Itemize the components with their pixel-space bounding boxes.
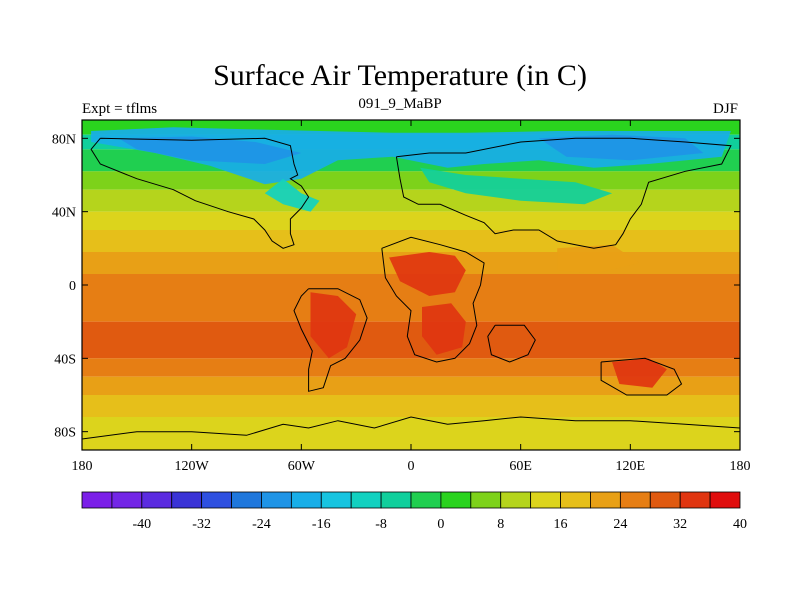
colorbar-swatch (709, 491, 741, 509)
region-north-america-cool (264, 178, 320, 212)
colorbar-swatch (440, 491, 472, 509)
x-tick-label: 180 (730, 459, 751, 474)
region-africa-hot-north (389, 252, 466, 296)
subtitle: 091_9_MaBP (358, 96, 442, 112)
colorbar-swatch (500, 491, 532, 509)
season-label: DJF (712, 101, 738, 117)
x-tick-label: 60W (288, 459, 316, 474)
x-tick-label: 60E (509, 459, 532, 474)
y-tick-label: 0 (69, 279, 76, 294)
colorbar-label: -16 (312, 517, 331, 532)
temperature-band (82, 171, 740, 190)
colorbar-swatch (619, 491, 651, 509)
north-america-coast (90, 137, 310, 249)
colorbar-swatch (470, 491, 502, 509)
colorbar-swatch (290, 491, 322, 509)
colorbar-swatch (141, 491, 173, 509)
colorbar-label: -32 (192, 517, 211, 532)
region-north-polar-core (118, 136, 302, 164)
colorbar-swatch (649, 491, 681, 509)
colorbar-label: 16 (554, 517, 568, 532)
temperature-band (82, 395, 740, 417)
colorbar-swatch (231, 491, 262, 509)
x-tick-label: 120E (616, 459, 646, 474)
colorbar-swatch (81, 491, 113, 509)
colorbar-label: 0 (437, 517, 444, 532)
eurasia-coast (395, 137, 732, 249)
colorbar-label: -40 (132, 517, 151, 532)
y-tick-label: 40S (54, 352, 76, 367)
antarctica-coast (82, 416, 740, 440)
colorbar-label: 32 (673, 517, 687, 532)
temperature-band (82, 358, 740, 377)
y-tick-label: 80S (54, 426, 76, 441)
temperature-field (82, 120, 740, 450)
y-tick-label: 80N (52, 132, 76, 147)
south-america-coast (293, 288, 368, 392)
region-australia-hot (612, 358, 667, 388)
colorbar-swatch (560, 491, 591, 509)
colorbar-swatch (380, 491, 412, 509)
colorbar-swatch (261, 491, 292, 509)
colorbar-swatch (171, 491, 203, 509)
africa-coast (381, 236, 485, 363)
temperature-band (82, 376, 740, 395)
india-block (487, 324, 536, 363)
x-tick-label: 180 (72, 459, 93, 474)
region-eurasia-cool (420, 167, 613, 205)
australia-coast (600, 357, 683, 396)
colorbar-swatch (320, 491, 352, 509)
axes: 180 120W 60W 0 60E 120E 180 80N 40N 0 40S 80S (52, 120, 751, 474)
colorbar-swatch (111, 491, 143, 509)
temperature-band (82, 230, 740, 252)
region-asia-warm (557, 244, 640, 274)
colorbar-swatch (590, 491, 621, 509)
region-south-america-hot (310, 292, 357, 359)
colorbar-swatch (530, 491, 561, 509)
colorbar-swatch (350, 491, 382, 509)
colorbar-swatch (410, 491, 442, 509)
region-arctic-cyan-east (538, 134, 704, 161)
y-tick-label: 40N (52, 206, 76, 221)
colorbar-label: 24 (613, 517, 627, 532)
region-india-hot (495, 329, 532, 359)
experiment-label: Expt = tflms (82, 101, 158, 117)
colorbar-swatch (201, 491, 232, 509)
page-title: Surface Air Temperature (in C) (213, 59, 587, 92)
colorbar-label: 8 (497, 517, 504, 532)
colorbar-swatch (679, 491, 711, 509)
colorbar-label: 40 (733, 517, 747, 532)
region-africa-hot-south (422, 303, 466, 355)
colorbar-label: -8 (375, 517, 387, 532)
x-tick-label: 120W (175, 459, 210, 474)
coastlines (82, 137, 740, 440)
temperature-band (82, 211, 740, 230)
temperature-band (82, 321, 740, 359)
colorbar: -40 -32 -24 -16 -8 0 8 16 24 32 40 (81, 491, 747, 532)
x-tick-label: 0 (408, 459, 415, 474)
colorbar-label: -24 (252, 517, 271, 532)
